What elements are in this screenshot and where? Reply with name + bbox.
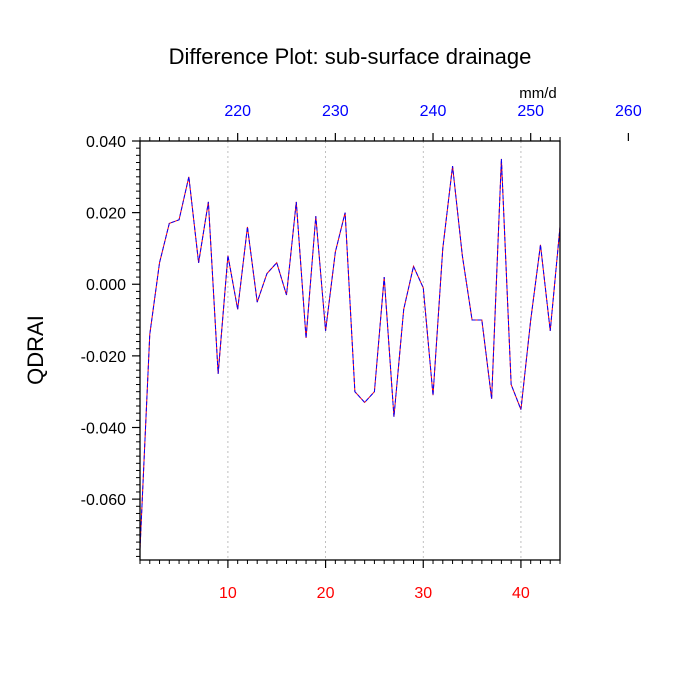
data-point-42 (539, 244, 541, 246)
y-tick-label: 0.040 (86, 134, 126, 151)
plot-frame (139, 140, 561, 561)
y-tick-label: -0.020 (81, 349, 126, 366)
data-point-19 (315, 215, 317, 217)
data-point-27 (393, 416, 395, 418)
x-top-tick-label: 220 (224, 103, 251, 120)
data-point-41 (529, 319, 531, 321)
data-point-20 (324, 330, 326, 332)
data-point-23 (354, 390, 356, 392)
data-point-37 (490, 398, 492, 400)
y-tick-label: 0.000 (86, 277, 126, 294)
x-top-tick-label: 230 (322, 103, 349, 120)
series-line-red-0 (139, 158, 561, 550)
data-point-32 (442, 247, 444, 249)
x-bottom-tick-label: 40 (512, 585, 530, 602)
data-point-39 (510, 383, 512, 385)
x-top-tick-label: 240 (420, 103, 447, 120)
data-series (139, 158, 561, 550)
series-line-blue-0 (139, 158, 561, 550)
y-axis-label: QDRAI (23, 315, 48, 385)
data-point-24 (363, 401, 365, 403)
data-point-2 (149, 333, 151, 335)
data-point-17 (295, 201, 297, 203)
data-point-7 (197, 262, 199, 264)
grid-lines (227, 141, 522, 560)
data-point-38 (500, 158, 502, 160)
data-point-30 (422, 287, 424, 289)
y-tick-label: -0.060 (81, 492, 126, 509)
data-point-5 (178, 219, 180, 221)
data-point-9 (217, 373, 219, 375)
data-point-11 (236, 308, 238, 310)
units-label: mm/d (519, 85, 557, 102)
data-point-28 (403, 308, 405, 310)
axes (139, 140, 561, 561)
data-point-36 (481, 319, 483, 321)
x-top-tick-label: 260 (615, 103, 642, 120)
x-bottom-tick-label: 10 (219, 585, 237, 602)
data-point-12 (246, 226, 248, 228)
y-tick-label: -0.040 (81, 420, 126, 437)
tick-labels: 0.040 0.020 0.000 -0.020 -0.040 -0.060 10 20 30 4… (81, 103, 642, 602)
data-point-34 (461, 254, 463, 256)
data-point-15 (276, 262, 278, 264)
data-point-25 (373, 390, 375, 392)
x-top-tick-label: 250 (517, 103, 544, 120)
data-point-21 (334, 251, 336, 253)
data-point-31 (432, 394, 434, 396)
data-point-22 (344, 211, 346, 213)
data-point-29 (412, 265, 414, 267)
data-point-35 (471, 319, 473, 321)
x-bottom-tick-label: 30 (414, 585, 432, 602)
data-point-13 (256, 301, 258, 303)
data-point-4 (168, 222, 170, 224)
data-point-40 (520, 408, 522, 410)
data-point-18 (305, 337, 307, 339)
data-point-6 (188, 176, 190, 178)
data-point-3 (158, 262, 160, 264)
tick-marks (132, 133, 629, 568)
data-point-16 (285, 294, 287, 296)
data-point-26 (383, 276, 385, 278)
data-point-43 (549, 330, 551, 332)
chart-title: Difference Plot: sub-surface drainage (169, 44, 532, 69)
data-point-10 (227, 254, 229, 256)
y-tick-label: 0.020 (86, 206, 126, 223)
data-point-14 (266, 272, 268, 274)
data-point-33 (451, 165, 453, 167)
x-bottom-tick-label: 20 (317, 585, 335, 602)
data-point-8 (207, 201, 209, 203)
